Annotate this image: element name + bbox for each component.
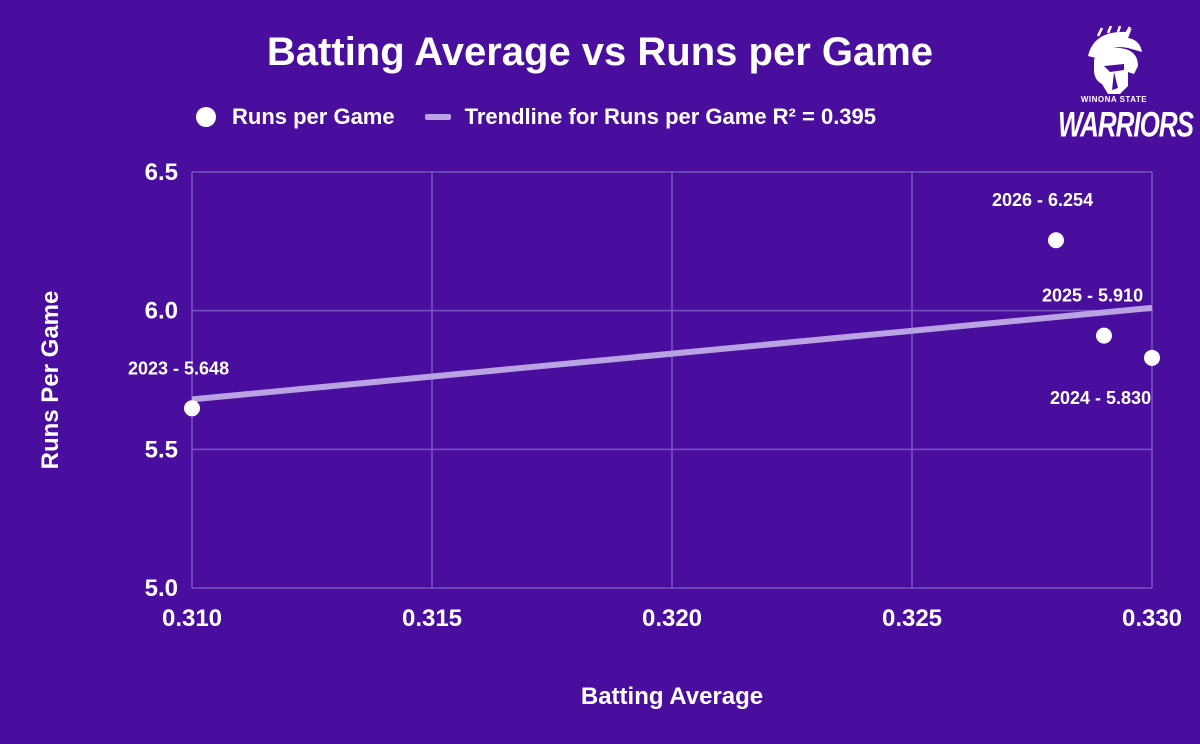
x-tick-label: 0.320 <box>642 605 702 632</box>
y-tick-label: 5.0 <box>145 575 178 602</box>
y-axis-title: Runs Per Game <box>37 291 64 470</box>
legend-label-runs-per-game: Runs per Game <box>232 104 395 129</box>
data-label: 2023 - 5.648 <box>128 358 229 378</box>
data-point <box>1144 349 1160 366</box>
data-label: 2025 - 5.910 <box>1042 286 1143 306</box>
warrior-helmet-icon <box>1088 25 1142 94</box>
legend-label-trendline: Trendline for Runs per Game R² = 0.395 <box>464 104 877 129</box>
chart-title: Batting Average vs Runs per Game <box>266 30 934 74</box>
x-axis-title: Batting Average <box>581 683 763 710</box>
x-tick-label: 0.310 <box>162 605 222 632</box>
data-label: 2026 - 6.254 <box>992 190 1093 210</box>
y-tick-label: 6.0 <box>145 298 178 325</box>
data-point <box>184 400 200 417</box>
logo-wordmark: WARRIORS <box>1058 104 1194 145</box>
data-label: 2024 - 5.830 <box>1050 388 1151 408</box>
x-tick-label: 0.325 <box>882 605 942 632</box>
y-tick-label: 6.5 <box>145 159 178 186</box>
x-tick-label: 0.330 <box>1122 605 1182 632</box>
x-tick-label: 0.315 <box>402 605 462 632</box>
trendline <box>191 304 1153 403</box>
data-point <box>1096 327 1112 344</box>
data-point <box>1048 232 1064 249</box>
legend-marker-runs-per-game <box>196 107 216 127</box>
legend-marker-trendline <box>424 114 451 120</box>
y-tick-label: 5.5 <box>145 436 178 463</box>
warriors-logo: WINONA STATE WARRIORS <box>1058 25 1194 148</box>
logo-subtitle: WINONA STATE <box>1080 95 1148 104</box>
legend: Runs per Game Trendline for Runs per Gam… <box>196 104 876 130</box>
